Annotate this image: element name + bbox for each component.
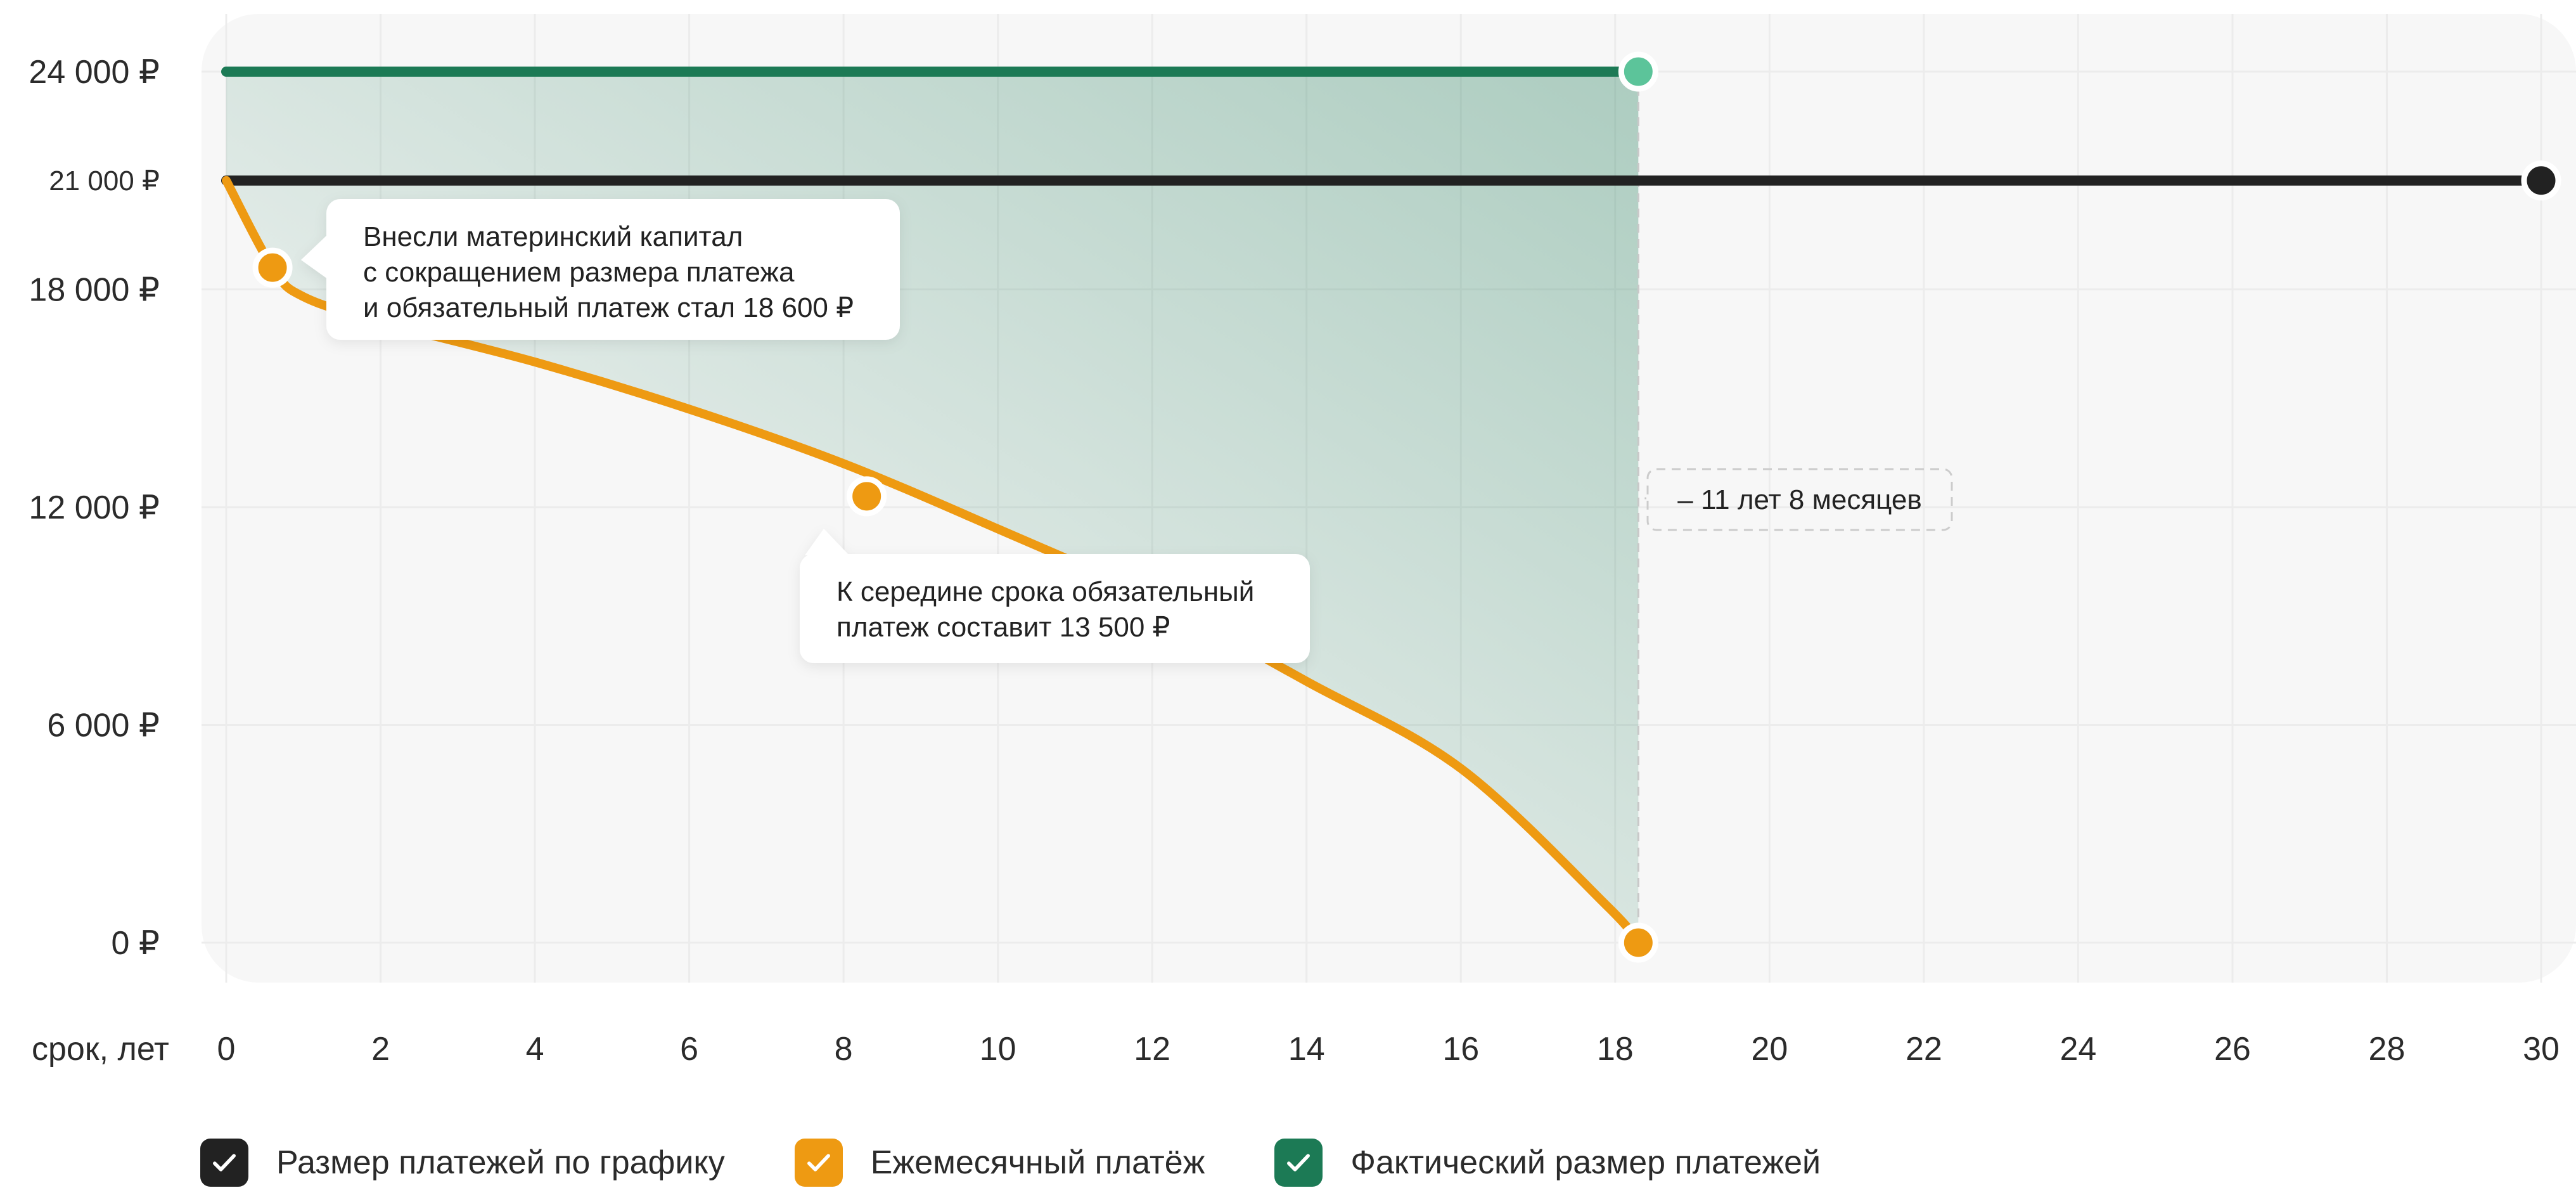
legend-item-monthly[interactable]: Ежемесячный платёж [794,1139,1205,1187]
legend-item-scheduled[interactable]: Размер платежей по графику [200,1139,725,1187]
callout-text: платеж составит 13 500 ₽ [836,612,1170,643]
annotation-midterm: К середине срока обязательный платеж сост… [800,529,1310,663]
term-reduction-label: – 11 лет 8 месяцев [1677,484,1921,515]
y-axis-ticks: 0 ₽ 6 000 ₽ 12 000 ₽ 18 000 ₽ 21 000 ₽ 24 000… [29,54,160,962]
x-tick-label: 20 [1751,1031,1788,1068]
annotation-matcapital: Внесли материнский капитал с сокращением … [301,199,900,340]
check-icon [213,1154,236,1172]
callout-text: Внесли материнский капитал [363,221,743,252]
x-tick-label: 12 [1134,1031,1170,1068]
check-icon [1287,1154,1310,1172]
x-tick-label: 24 [2060,1031,2096,1068]
callout-pointer [301,235,328,279]
y-tick-label: 18 000 ₽ [29,272,160,309]
x-tick-label: 14 [1288,1031,1325,1068]
callout-text: с сокращением размера платежа [363,257,795,288]
legend-label-scheduled: Размер платежей по графику [276,1144,725,1181]
check-icon [807,1154,830,1172]
legend: Размер платежей по графику Ежемесячный п… [200,1139,1890,1187]
y-tick-label: 12 000 ₽ [29,489,160,526]
x-tick-label: 10 [980,1031,1016,1068]
x-tick-label: 0 [217,1031,236,1068]
callout-text: и обязательный платеж стал 18 600 ₽ [363,292,854,323]
checkbox-scheduled[interactable] [200,1139,248,1187]
x-tick-label: 22 [1906,1031,1942,1068]
x-tick-label: 30 [2523,1031,2560,1068]
data-point-marker [252,247,293,288]
y-tick-label: 24 000 ₽ [29,54,160,91]
x-axis-ticks: 0 2 4 6 8 10 12 14 16 18 20 22 24 26 28 30 [217,1031,2560,1068]
x-tick-label: 18 [1597,1031,1634,1068]
checkbox-monthly[interactable] [794,1139,843,1187]
callout-text: К середине срока обязательный [836,576,1254,607]
x-axis-label: срок, лет [32,1031,169,1068]
x-tick-label: 26 [2214,1031,2251,1068]
series-markers [252,51,2561,963]
annotations: Внесли материнский капитал с сокращением … [301,199,1953,663]
x-tick-label: 28 [2369,1031,2406,1068]
y-tick-label: 6 000 ₽ [47,707,160,744]
legend-item-actual[interactable]: Фактический размер платежей [1274,1139,1821,1187]
data-point-marker [1618,51,1658,92]
callout-pointer [805,529,849,555]
legend-label-monthly: Ежемесячный платёж [870,1144,1205,1181]
callout-box [800,554,1310,663]
data-point-marker [847,476,887,517]
x-tick-label: 6 [680,1031,698,1068]
checkbox-actual[interactable] [1274,1139,1323,1187]
x-tick-label: 4 [526,1031,544,1068]
callout-box [326,199,900,340]
y-tick-label: 0 ₽ [112,925,160,962]
term-reduction-badge: – 11 лет 8 месяцев [1644,468,1953,531]
data-point-marker [2521,160,2561,201]
x-tick-label: 16 [1442,1031,1479,1068]
x-tick-label: 8 [835,1031,853,1068]
term-reduction-frame [1646,468,1953,531]
legend-label-actual: Фактический размер платежей [1350,1144,1821,1181]
data-point-marker [1618,922,1658,963]
x-tick-label: 2 [371,1031,390,1068]
y-tick-label: 21 000 ₽ [49,165,160,197]
